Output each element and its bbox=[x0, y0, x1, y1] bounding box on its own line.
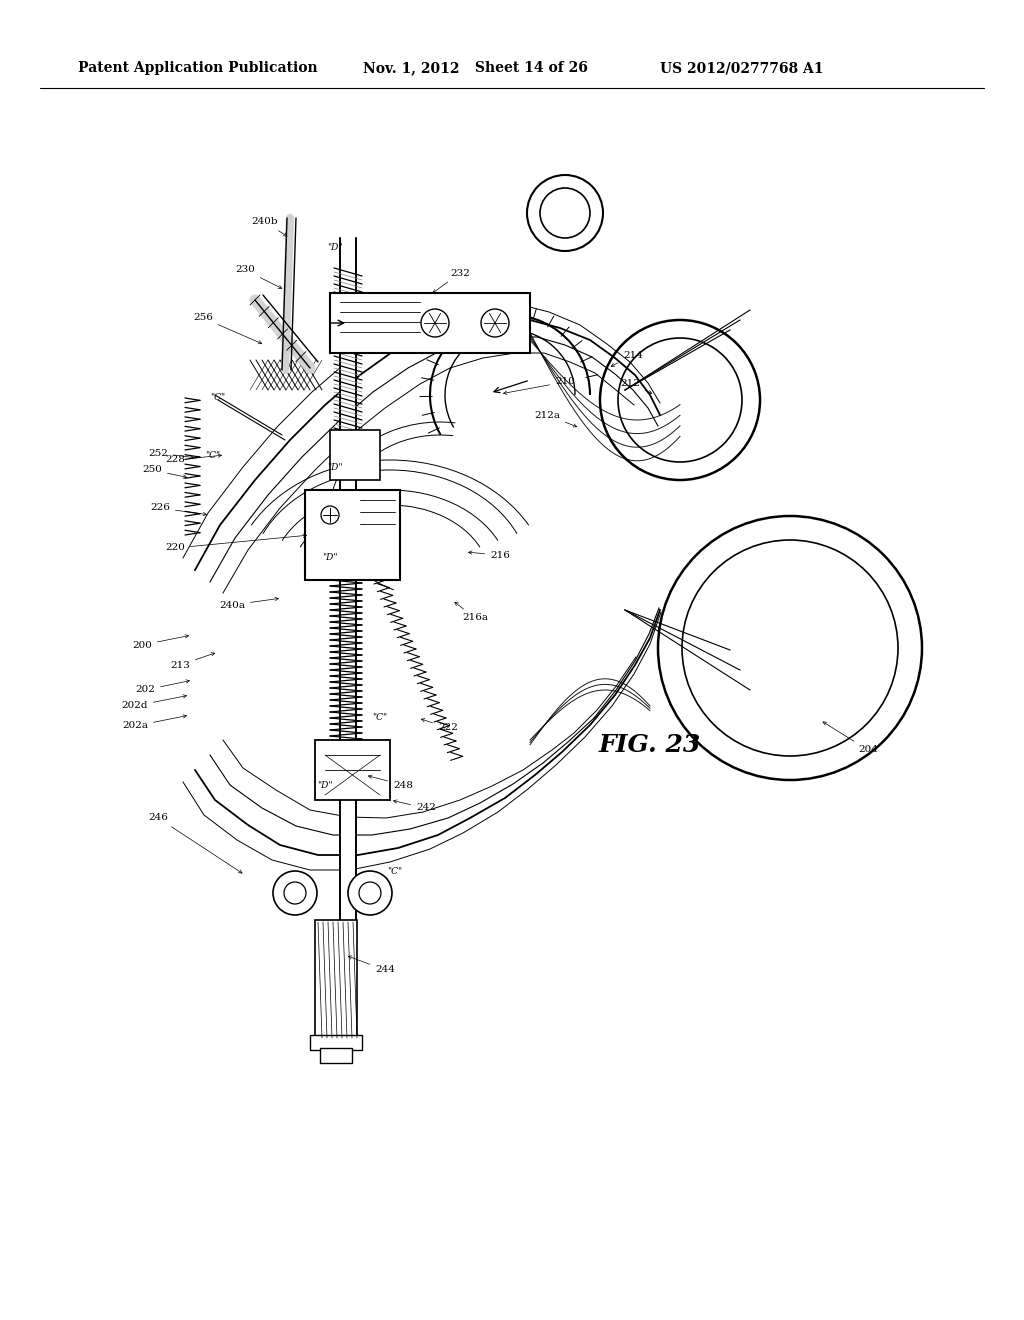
Ellipse shape bbox=[321, 506, 339, 524]
Text: 228: 228 bbox=[165, 454, 221, 465]
Text: 202d: 202d bbox=[122, 694, 186, 710]
Ellipse shape bbox=[421, 309, 449, 337]
Text: 240a: 240a bbox=[219, 598, 279, 610]
Ellipse shape bbox=[348, 871, 392, 915]
Text: 222: 222 bbox=[421, 718, 458, 733]
Text: 212: 212 bbox=[621, 379, 652, 393]
Text: 202a: 202a bbox=[122, 714, 186, 730]
Ellipse shape bbox=[284, 882, 306, 904]
Text: 230: 230 bbox=[236, 265, 282, 288]
Bar bbox=[330, 430, 380, 480]
Text: Nov. 1, 2012: Nov. 1, 2012 bbox=[362, 61, 460, 75]
Ellipse shape bbox=[540, 187, 590, 238]
Bar bbox=[310, 1035, 362, 1049]
Text: "D": "D" bbox=[328, 243, 343, 252]
Text: 232: 232 bbox=[433, 268, 470, 293]
Text: 212a: 212a bbox=[534, 411, 577, 428]
Text: 246: 246 bbox=[148, 813, 242, 873]
Bar bbox=[330, 293, 530, 352]
Text: 220: 220 bbox=[165, 535, 306, 553]
Text: "C": "C" bbox=[206, 450, 220, 459]
Text: 244: 244 bbox=[348, 956, 395, 974]
Bar bbox=[315, 741, 390, 800]
Text: 216: 216 bbox=[469, 550, 510, 560]
Text: "D": "D" bbox=[328, 463, 343, 473]
Text: Patent Application Publication: Patent Application Publication bbox=[78, 61, 317, 75]
Text: FIG. 23: FIG. 23 bbox=[599, 733, 701, 756]
Text: 256: 256 bbox=[194, 314, 262, 343]
Text: 248: 248 bbox=[369, 775, 413, 789]
Text: 213: 213 bbox=[170, 652, 215, 669]
Text: 200: 200 bbox=[132, 635, 188, 649]
Ellipse shape bbox=[359, 882, 381, 904]
Text: 204: 204 bbox=[823, 722, 878, 755]
Text: 240b: 240b bbox=[251, 218, 287, 236]
Bar bbox=[319, 1048, 352, 1063]
Text: 214: 214 bbox=[611, 351, 643, 367]
Text: 210: 210 bbox=[504, 378, 574, 395]
Bar bbox=[305, 490, 400, 579]
Text: 252: 252 bbox=[148, 449, 194, 459]
Text: 216a: 216a bbox=[455, 602, 488, 623]
Text: 202: 202 bbox=[135, 680, 189, 694]
Bar bbox=[315, 920, 357, 1040]
Text: 226: 226 bbox=[151, 503, 207, 516]
Text: "D": "D" bbox=[323, 553, 338, 562]
Text: US 2012/0277768 A1: US 2012/0277768 A1 bbox=[660, 61, 823, 75]
Text: "C": "C" bbox=[387, 867, 402, 876]
Text: "C": "C" bbox=[373, 714, 387, 722]
Text: 250: 250 bbox=[142, 466, 186, 478]
Text: "D": "D" bbox=[317, 780, 333, 789]
Bar bbox=[340, 238, 356, 1035]
Text: "C": "C" bbox=[211, 393, 225, 403]
Ellipse shape bbox=[273, 871, 317, 915]
Text: 242: 242 bbox=[393, 800, 436, 813]
Text: Sheet 14 of 26: Sheet 14 of 26 bbox=[475, 61, 588, 75]
Ellipse shape bbox=[481, 309, 509, 337]
Ellipse shape bbox=[527, 176, 603, 251]
